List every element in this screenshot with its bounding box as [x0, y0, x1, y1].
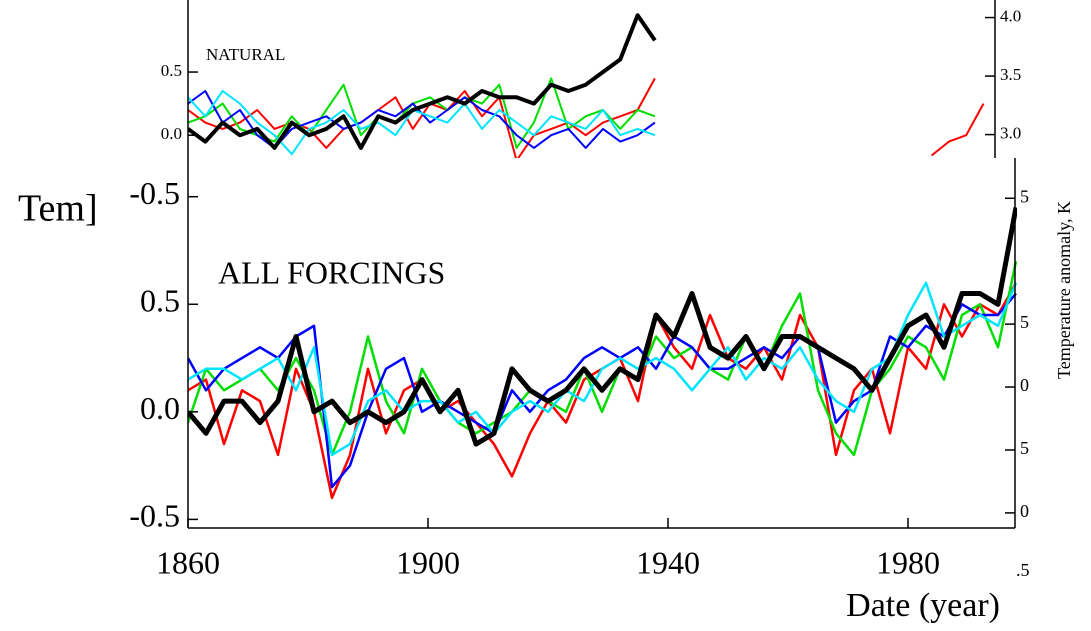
- series-line: [188, 281, 1017, 457]
- series-line: [188, 77, 985, 158]
- x-tick-label: 1940: [636, 544, 700, 580]
- x-tick-label: 1900: [396, 544, 460, 580]
- plot-area: [188, 207, 1017, 500]
- y2-tick-label: 0: [1020, 375, 1029, 395]
- label-backdrop: [214, 256, 524, 296]
- annotation: ALL FORCINGS: [218, 254, 445, 290]
- y-tick-label: 0.0: [140, 390, 180, 426]
- series-line: [188, 292, 1017, 489]
- y-tick-label: 0.5: [161, 61, 182, 80]
- annotation: NATURAL: [206, 45, 285, 64]
- y-tick-label: -0.5: [129, 175, 180, 211]
- y2-tick-label: 5: [1020, 312, 1029, 332]
- series-line: [188, 13, 657, 150]
- y2-tick-label: 5: [1020, 438, 1029, 458]
- y2-tick-label: 3.0: [1000, 123, 1021, 142]
- x-axis-label: Date (year): [846, 587, 1000, 624]
- y2-tick-label: 4.0: [1000, 6, 1021, 25]
- series-line: [188, 207, 1017, 447]
- x-tick-label: 1860: [156, 544, 220, 580]
- x-tick-label: 1980: [876, 544, 940, 580]
- y-tick-label: 0.5: [140, 283, 180, 319]
- annotation: .5: [1016, 560, 1030, 580]
- y-tick-label: 0.0: [161, 124, 182, 143]
- y-tick-label: -0.5: [129, 498, 180, 534]
- y2-axis-label: Temperature anomaly, K: [1054, 201, 1074, 379]
- plot-area: [188, 13, 985, 158]
- y2-tick-label: 3.5: [1000, 65, 1021, 84]
- series-line: [188, 90, 656, 156]
- y2-tick-label: 0: [1020, 501, 1029, 521]
- y2-tick-label: 5: [1020, 186, 1029, 206]
- y-axis-label: Tem]: [18, 188, 98, 230]
